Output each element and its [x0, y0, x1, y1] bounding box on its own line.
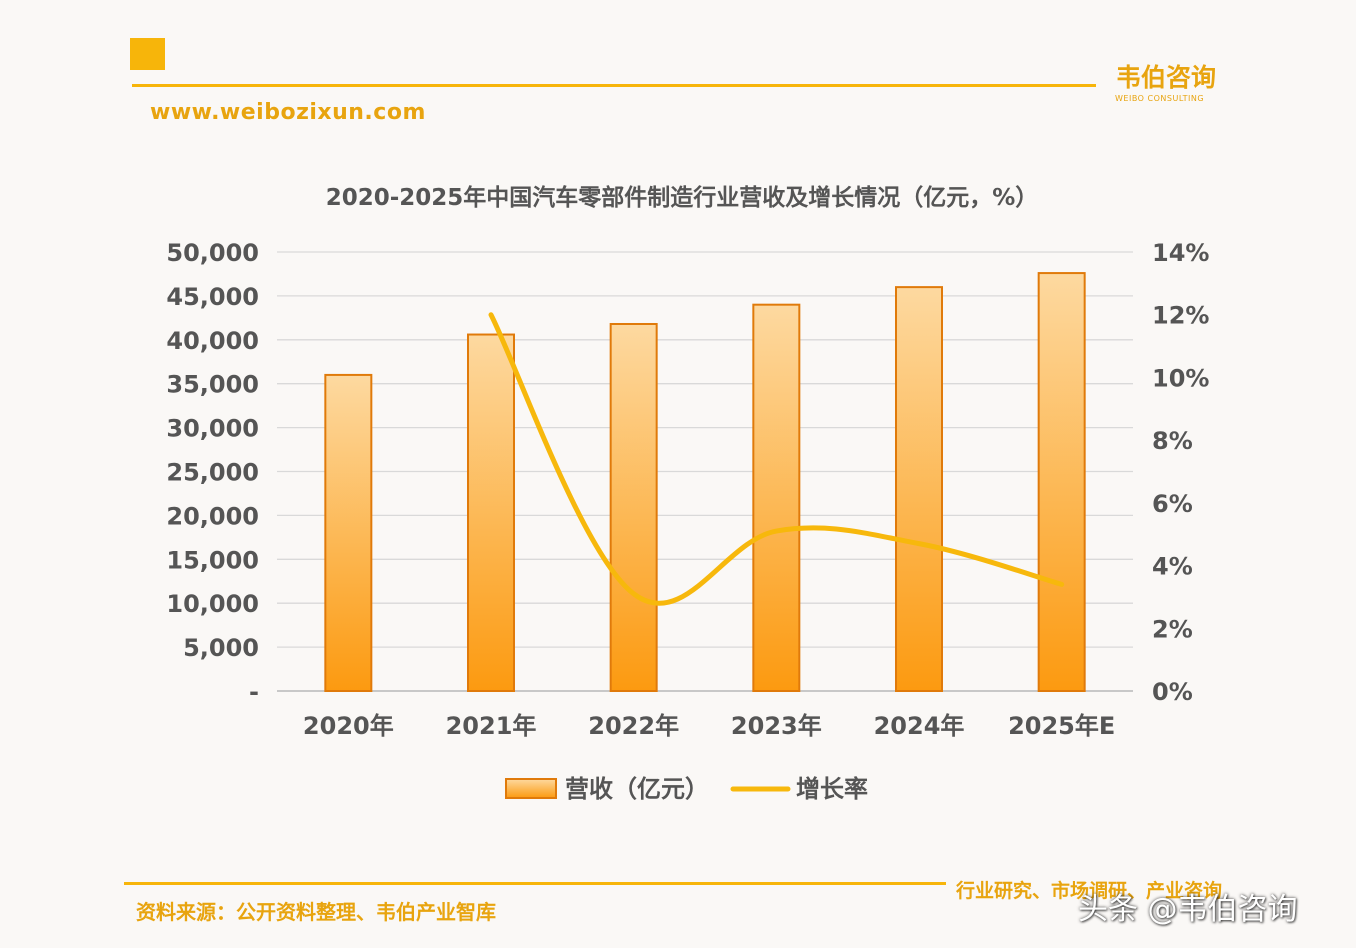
y-left-tick-label: 35,000	[166, 371, 259, 399]
y-right-tick-label: 12%	[1152, 302, 1209, 330]
y-left-tick-label: 5,000	[183, 634, 259, 662]
y-left-tick-label: 20,000	[166, 502, 259, 530]
y-left-tick-label: 25,000	[166, 459, 259, 487]
y-right-tick-label: 14%	[1152, 239, 1209, 267]
header-divider	[132, 84, 1096, 87]
y-left-tick-label: 50,000	[166, 239, 259, 267]
footer-slogan: 行业研究、市场调研、产业咨询	[956, 880, 1223, 902]
logo-square	[130, 38, 165, 70]
legend-label-revenue: 营收（亿元）	[565, 775, 709, 803]
y-left-tick-label: -	[249, 678, 259, 706]
x-tick-label: 2023年	[731, 712, 822, 740]
legend-bar-swatch	[505, 778, 557, 799]
y-left-tick-label: 45,000	[166, 283, 259, 311]
x-tick-label: 2025年E	[1008, 712, 1115, 740]
bar	[1037, 272, 1086, 692]
y-right-tick-label: 8%	[1152, 427, 1193, 455]
y-right-tick-label: 6%	[1152, 490, 1193, 518]
y-right-tick-label: 2%	[1152, 615, 1193, 643]
y-right-tick-label: 10%	[1152, 364, 1209, 392]
footer-divider	[124, 882, 946, 885]
x-tick-label: 2020年	[303, 712, 394, 740]
y-right-tick-label: 0%	[1152, 678, 1193, 706]
y-left-tick-label: 10,000	[166, 590, 259, 618]
chart-title: 2020-2025年中国汽车零部件制造行业营收及增长情况（亿元，%）	[326, 184, 1039, 211]
x-tick-label: 2021年	[446, 712, 537, 740]
website-url[interactable]: www.weibozixun.com	[150, 100, 426, 125]
brand-logo-en: WEIBO CONSULTING	[1115, 94, 1205, 103]
bar	[895, 286, 943, 692]
brand-logo-cn: 韦伯咨询	[1116, 63, 1217, 92]
bar	[609, 322, 658, 692]
bar	[467, 333, 515, 692]
bar	[324, 373, 373, 692]
y-right-tick-label: 4%	[1152, 553, 1193, 581]
source-note: 资料来源：公开资料整理、韦伯产业智库	[136, 900, 496, 924]
bar	[752, 303, 801, 692]
y-left-tick-label: 40,000	[166, 327, 259, 355]
legend-label-growth: 增长率	[796, 775, 868, 803]
y-left-tick-label: 15,000	[166, 546, 259, 574]
growth-rate-line	[488, 312, 1065, 606]
x-tick-label: 2022年	[588, 712, 679, 740]
x-tick-label: 2024年	[874, 712, 965, 740]
watermark: 头条 @韦伯咨询	[1078, 892, 1298, 927]
y-left-tick-label: 30,000	[166, 415, 259, 443]
